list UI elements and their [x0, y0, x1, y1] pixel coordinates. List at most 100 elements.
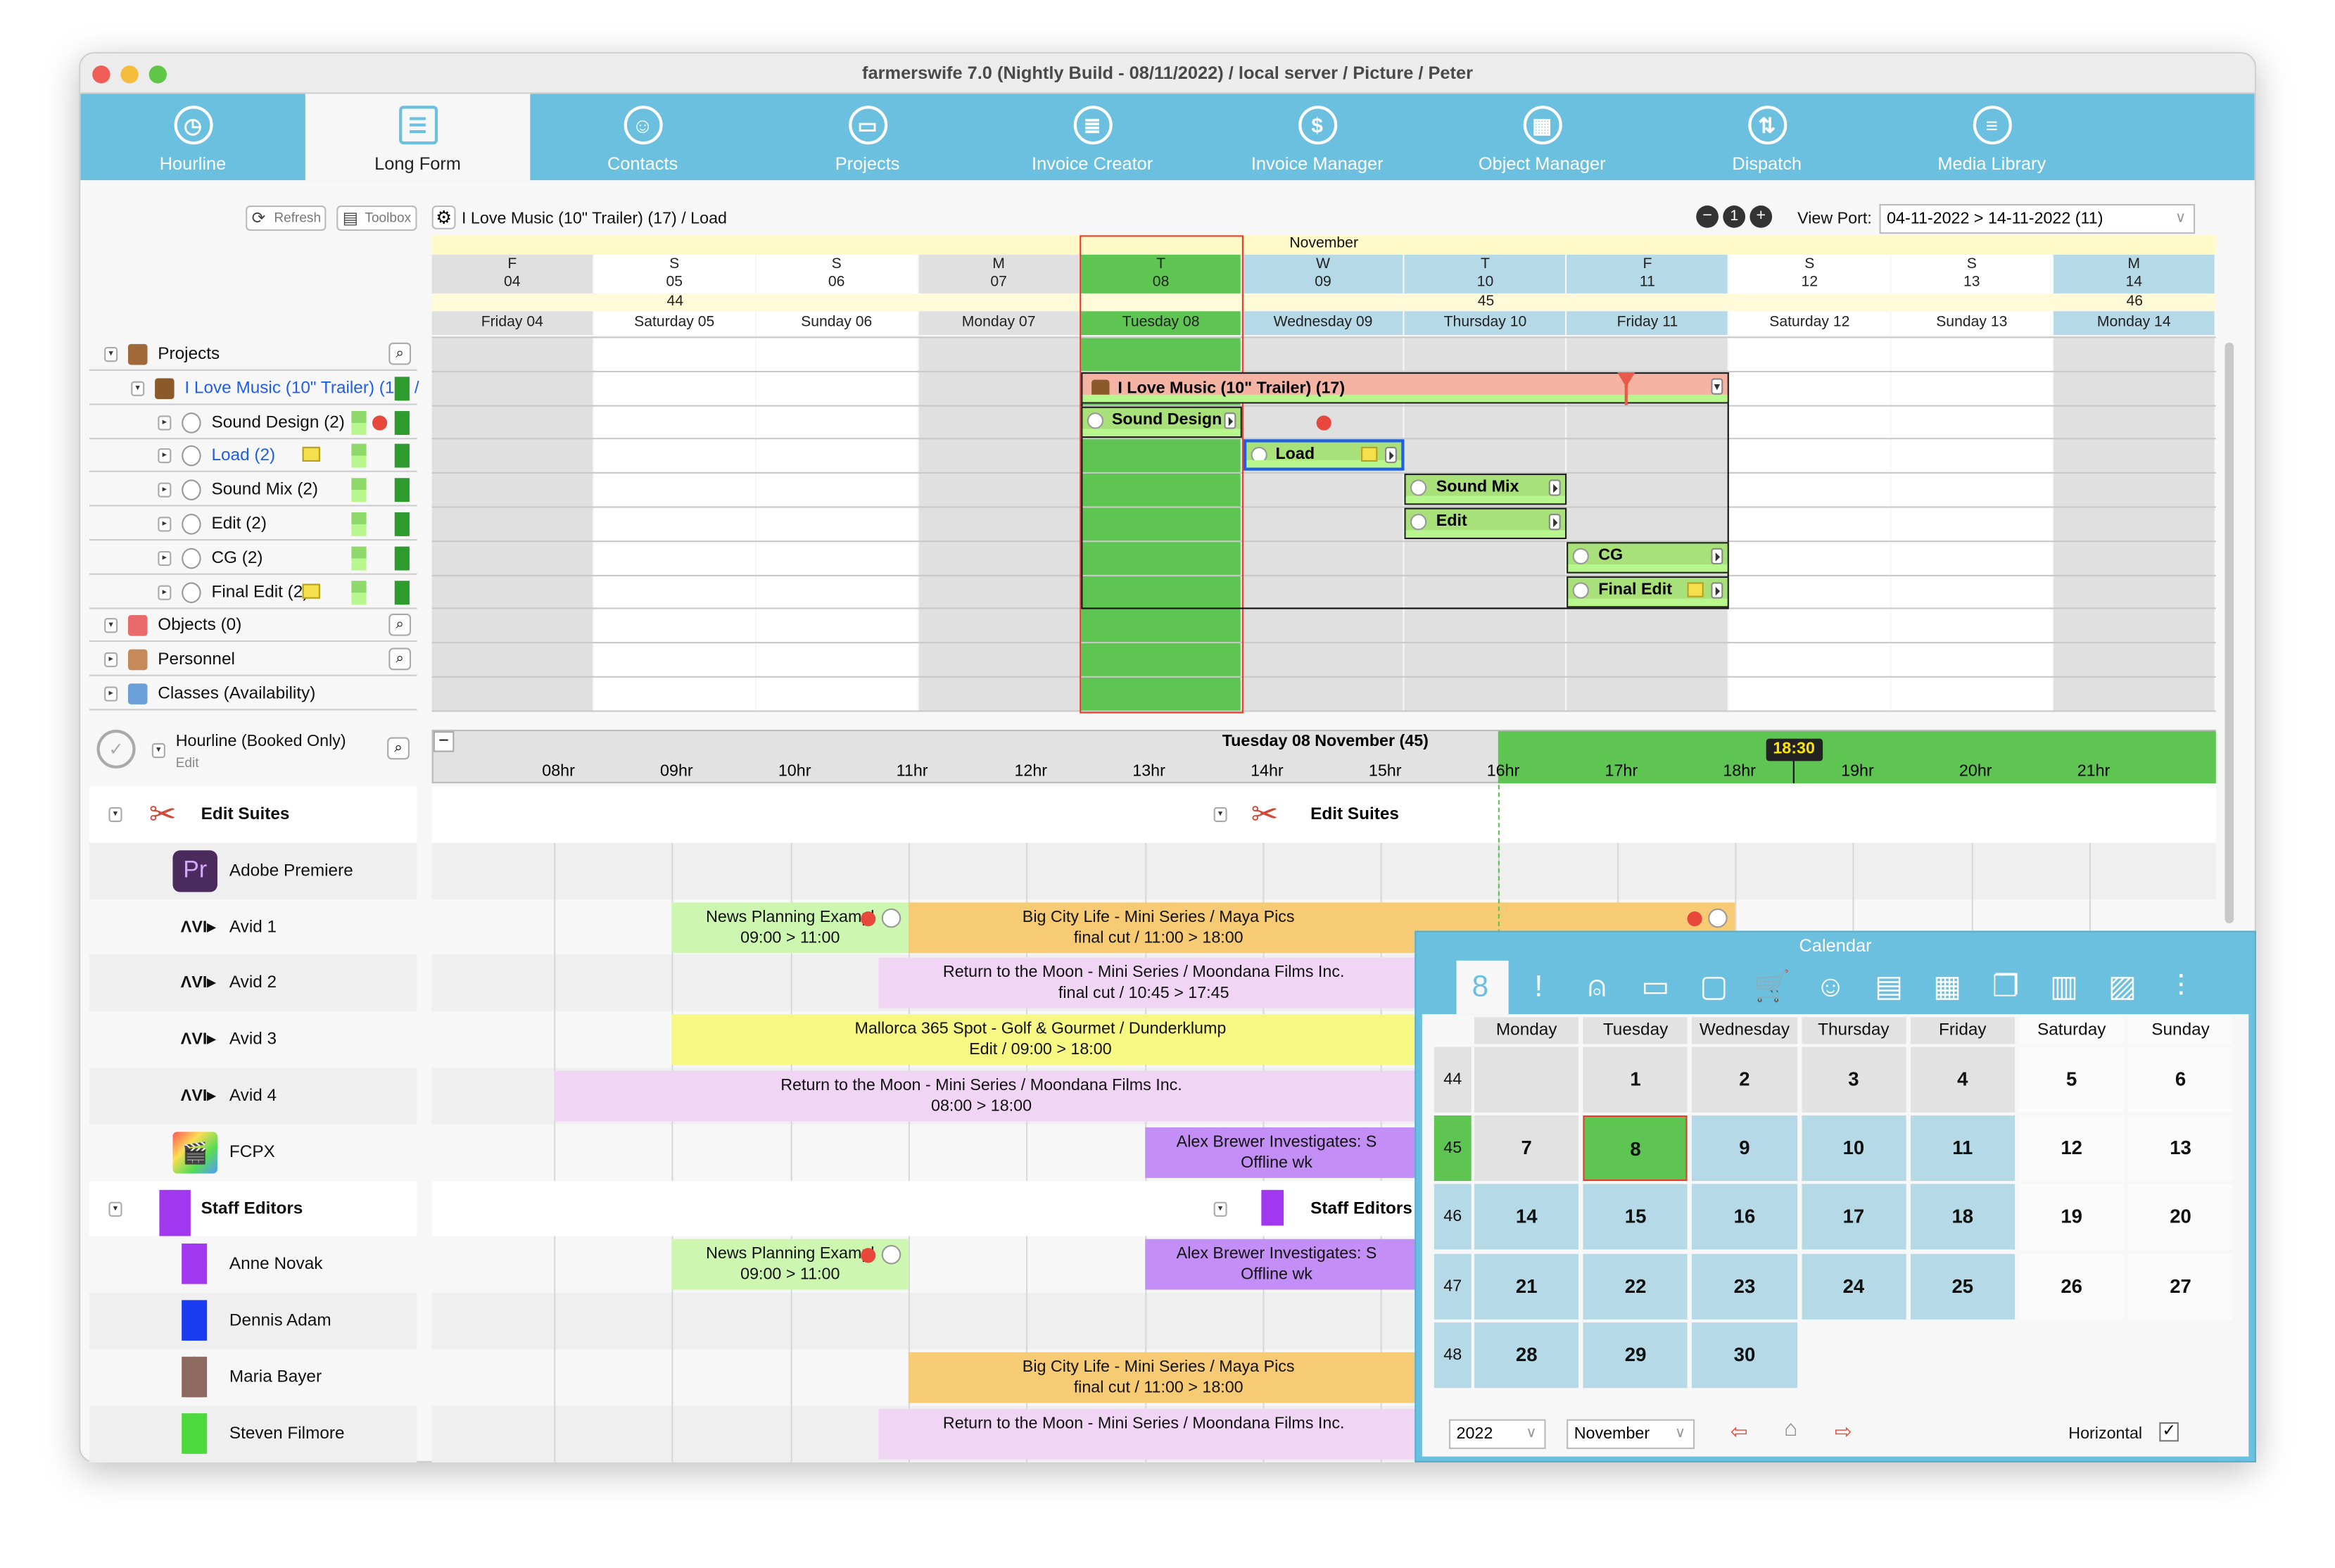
group-toggle[interactable]: ▾ [1213, 1201, 1227, 1216]
tab-dispatch[interactable]: ⇅ Dispatch [1654, 94, 1880, 180]
booking-block[interactable]: News Planning Exampl 09:00 > 11:00 [671, 902, 909, 953]
tree-item-cg[interactable]: ▸ CG (2) [89, 542, 417, 575]
calendar-day[interactable]: 28 [1474, 1322, 1579, 1388]
calendar-day[interactable]: 20 [2128, 1184, 2233, 1251]
vertical-scrollbar[interactable] [2225, 342, 2234, 923]
day-header[interactable] [1729, 254, 1890, 293]
task-bar[interactable]: CG [1567, 541, 1730, 574]
day-header[interactable] [1891, 254, 2052, 293]
expand-toggle[interactable]: ▸ [158, 584, 172, 600]
project-menu-button[interactable] [1711, 378, 1723, 395]
search-icon[interactable]: ⌕ [388, 647, 412, 671]
calendar-day[interactable]: 13 [2128, 1115, 2233, 1182]
expand-toggle[interactable]: ▸ [158, 415, 172, 430]
resource-steven-filmore[interactable]: Steven Filmore [89, 1405, 417, 1462]
task-expand-button[interactable] [1711, 548, 1723, 564]
calendar-day[interactable]: 3 [1801, 1047, 1906, 1113]
expand-toggle[interactable]: ▾ [104, 347, 118, 362]
task-bar[interactable]: Load [1242, 440, 1405, 472]
resource-avid-2[interactable]: ΛVI▸ Avid 2 [89, 955, 417, 1012]
calendar-day[interactable]: 8 [1583, 1115, 1688, 1182]
resource-avid-3[interactable]: ΛVI▸ Avid 3 [89, 1011, 417, 1068]
day-column[interactable] [594, 338, 755, 712]
calendar-day[interactable]: 24 [1801, 1253, 1906, 1320]
trash-icon[interactable]: ▥ [2049, 970, 2078, 1004]
day-column[interactable] [2054, 338, 2215, 712]
home-icon[interactable]: ⌂ [1784, 1416, 1798, 1442]
toolbox-button[interactable]: ▤ Toolbox [336, 206, 417, 231]
task-bar[interactable]: Sound Design [1080, 405, 1243, 438]
week-number-cell[interactable]: 47 [1434, 1253, 1472, 1320]
tab-media-library[interactable]: ≡ Media Library [1880, 94, 2105, 180]
day-column[interactable] [918, 338, 1080, 712]
hourline-search-icon[interactable]: ⌕ [387, 737, 410, 760]
previous-month-icon[interactable]: ⇦ [1730, 1419, 1748, 1443]
calendar-day[interactable]: 15 [1583, 1184, 1688, 1251]
day-header[interactable] [918, 254, 1080, 293]
task-expand-button[interactable] [1549, 479, 1562, 497]
day-header[interactable] [2054, 254, 2215, 293]
calendar-day[interactable]: 17 [1801, 1184, 1906, 1251]
week-number-cell[interactable]: 48 [1434, 1322, 1472, 1388]
resource-maria-bayer[interactable]: Maria Bayer [89, 1349, 417, 1406]
task-bar[interactable]: Edit [1405, 507, 1567, 540]
calendar-day[interactable]: 22 [1583, 1253, 1688, 1320]
cart-icon[interactable]: 🛒 [1753, 970, 1791, 1004]
tab-contacts[interactable]: ☺ Contacts [530, 94, 755, 180]
tab-invoice-creator[interactable]: ≣ Invoice Creator [980, 94, 1205, 180]
day-header[interactable] [756, 254, 917, 293]
tree-item-i[interactable]: ▾ I Love Music (10" Trailer) (17) / [89, 372, 419, 405]
day-header[interactable] [1567, 254, 1728, 293]
calendar-day[interactable]: 5 [2019, 1047, 2124, 1113]
gear-icon[interactable]: ⚙ [431, 206, 456, 229]
calendar-day[interactable]: 21 [1474, 1253, 1579, 1320]
viewport-select[interactable]: 04-11-2022 > 14-11-2022 (11) ∨ [1879, 203, 2196, 234]
task-expand-button[interactable] [1385, 447, 1398, 464]
day-header[interactable] [431, 254, 593, 293]
resource-staff-editors[interactable]: ▾ Staff Editors [89, 1180, 417, 1244]
task-bar[interactable]: Final Edit [1567, 576, 1730, 607]
week-number-cell[interactable]: 46 [1434, 1184, 1472, 1251]
calendar-day[interactable]: 2 [1692, 1047, 1797, 1113]
expand-toggle[interactable]: ▸ [104, 686, 118, 702]
week-number-cell[interactable]: 45 [1434, 1115, 1472, 1182]
resource-avid-1[interactable]: ΛVI▸ Avid 1 [89, 899, 417, 956]
objects-icon[interactable]: ▦ [1932, 970, 1962, 1004]
expand-toggle[interactable]: ▸ [104, 652, 118, 668]
close-window-button[interactable] [92, 65, 110, 84]
tree-item-objects[interactable]: ▾ Objects (0) ⌕ [89, 609, 417, 643]
tree-item-sound[interactable]: ▸ Sound Design (2) [89, 406, 417, 439]
calendar-day[interactable]: 4 [1910, 1047, 2016, 1113]
day-header[interactable] [594, 254, 755, 293]
group-toggle[interactable]: ▾ [1213, 807, 1227, 823]
resource-anne-novak[interactable]: Anne Novak [89, 1237, 417, 1294]
calendar-day[interactable]: 19 [2019, 1184, 2124, 1251]
list-icon[interactable]: ▤ [1875, 970, 1904, 1004]
horizontal-checkbox[interactable]: ✓ [2159, 1422, 2179, 1442]
expand-toggle[interactable]: ▸ [158, 550, 172, 566]
calendar-day[interactable]: 16 [1692, 1184, 1797, 1251]
calendar-icon[interactable]: 8 [1472, 970, 1489, 1004]
roadblock-icon[interactable]: ▨ [2108, 970, 2137, 1004]
task-expand-button[interactable] [1711, 581, 1723, 598]
expand-toggle[interactable]: ▸ [158, 483, 172, 498]
day-header[interactable] [1080, 254, 1241, 293]
group-toggle[interactable]: ▾ [108, 807, 122, 823]
calendar-day[interactable]: 9 [1692, 1115, 1797, 1182]
resource-lane[interactable] [431, 842, 2216, 899]
zoom-in-icon[interactable]: + [1749, 206, 1773, 228]
collapse-button[interactable]: − [433, 731, 455, 752]
minimize-window-button[interactable] [120, 65, 139, 84]
resource-lane[interactable]: ▾ ✂ Edit Suites [431, 786, 2216, 843]
calendar-day[interactable]: 12 [2019, 1115, 2124, 1182]
calendar-day[interactable]: 27 [2128, 1253, 2233, 1320]
contacts-icon[interactable]: ☺ [1815, 970, 1846, 1004]
calendar-day[interactable]: 10 [1801, 1115, 1906, 1182]
expand-toggle[interactable]: ▸ [158, 517, 172, 532]
bell-icon[interactable]: ⍝ [1588, 970, 1606, 1004]
tab-projects[interactable]: ▭ Projects [755, 94, 980, 180]
alerts-icon[interactable]: ! [1534, 970, 1543, 1004]
hourline-collapse-toggle[interactable]: ▾ [151, 742, 165, 759]
resource-fcpx[interactable]: 🎬 FCPX [89, 1124, 417, 1181]
day-column[interactable] [1729, 338, 1890, 712]
